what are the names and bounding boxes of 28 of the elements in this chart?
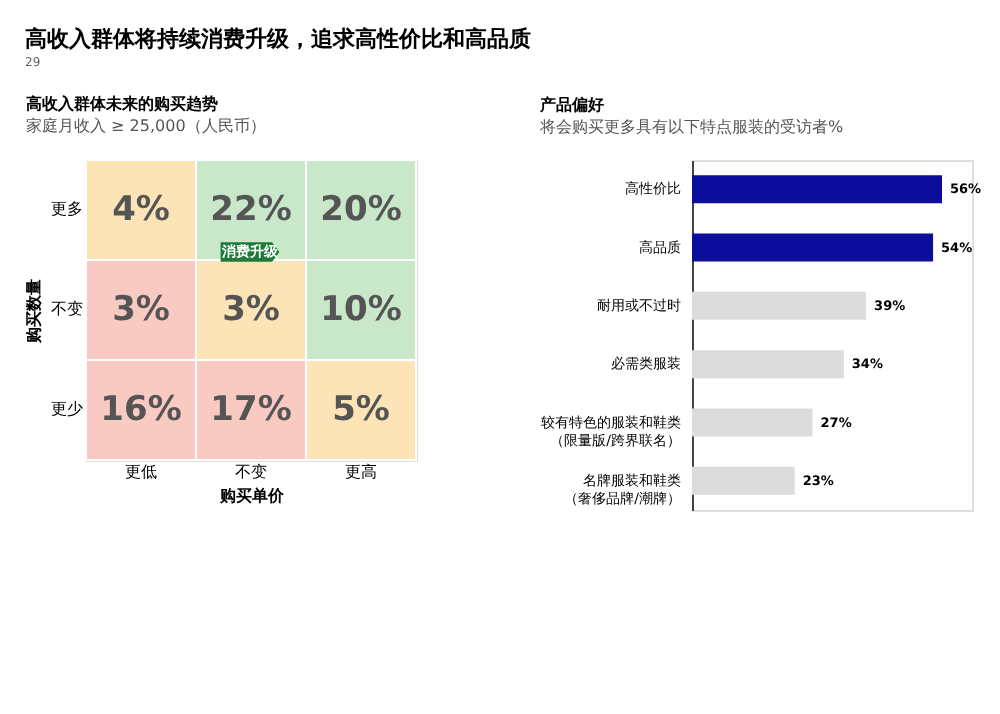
- bar: [692, 466, 795, 495]
- y-axis-title: 购买数量: [25, 279, 43, 345]
- data-label: 22%: [210, 190, 292, 230]
- y-tick-label: 更多: [51, 200, 83, 218]
- chart-subtitle: 产品偏好: [538, 96, 604, 114]
- chart-title: 高收入群体将持续消费升级，追求高性价比和高品质: [25, 26, 531, 52]
- x-tick-label: 不变: [235, 463, 267, 481]
- bar: [692, 233, 934, 262]
- data-label: 4%: [112, 190, 170, 230]
- bar: [692, 350, 844, 379]
- data-label: 16%: [100, 390, 182, 430]
- data-label: 3%: [222, 290, 280, 330]
- text: 家庭月收入 ≥ 25,000（人民币）: [26, 117, 266, 135]
- data-label: 17%: [210, 390, 292, 430]
- text: 将会购买更多具有以下特点服装的受访者%: [538, 118, 844, 136]
- data-label: 3%: [112, 290, 170, 330]
- y-tick-label: 更少: [51, 400, 83, 418]
- y-tick-label: 不变: [51, 300, 83, 318]
- data-label: 20%: [320, 190, 402, 230]
- x-tick-label: 更低: [125, 463, 157, 481]
- chart-subtitle: 高收入群体未来的购买趋势: [26, 93, 218, 113]
- bar: [692, 291, 867, 320]
- data-label: 10%: [320, 290, 402, 330]
- bar: [692, 175, 942, 204]
- bar: [692, 408, 813, 437]
- x-tick-label: 更高: [345, 463, 377, 481]
- x-axis-title: 购买单价: [218, 487, 286, 505]
- data-label: 5%: [332, 390, 390, 430]
